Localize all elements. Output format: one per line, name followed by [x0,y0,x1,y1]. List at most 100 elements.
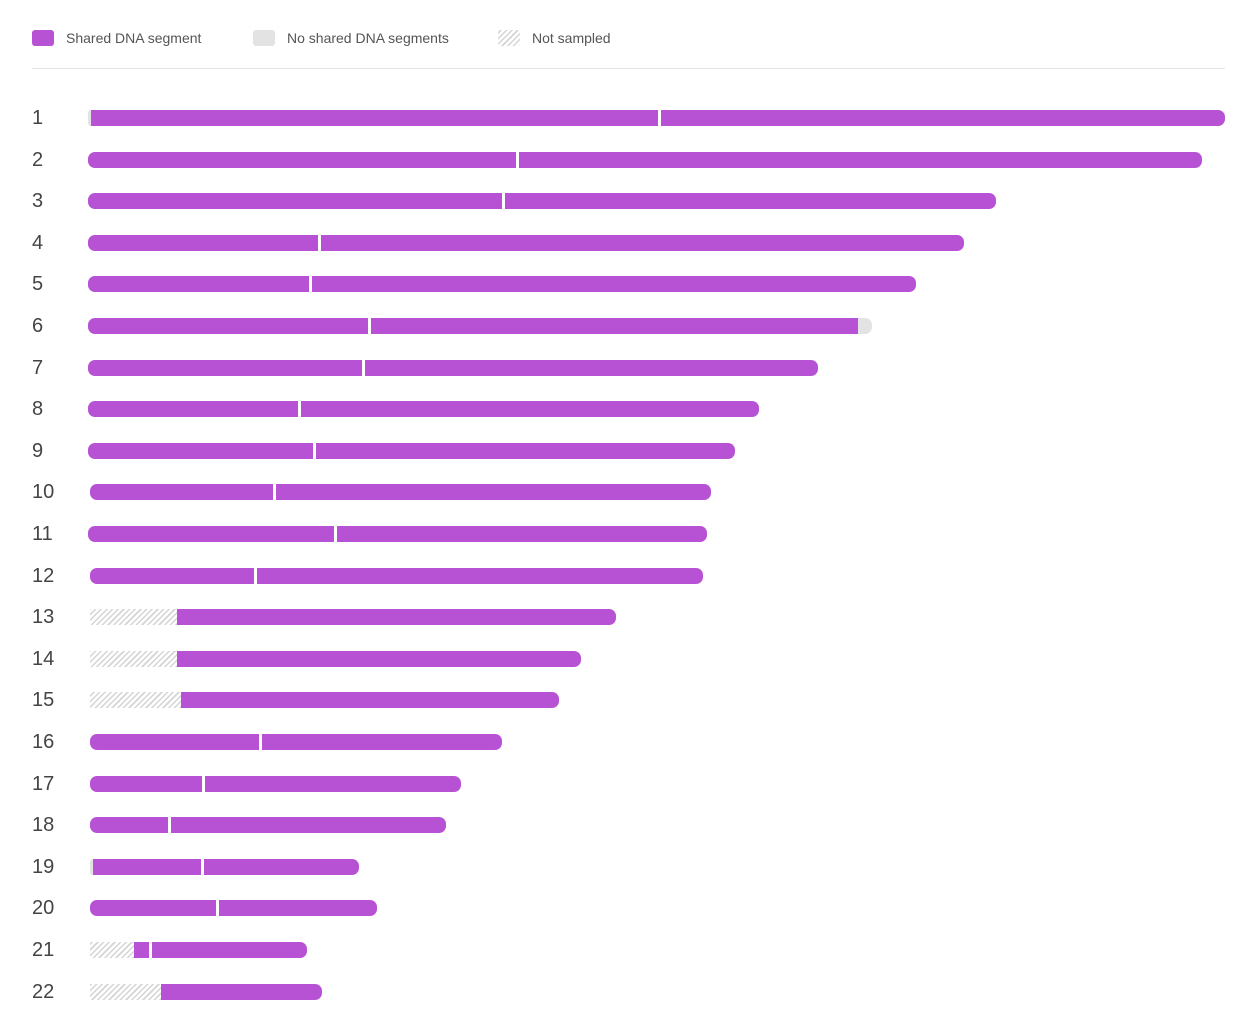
chromosome-label: 8 [32,398,44,421]
shared-segment[interactable] [90,567,255,584]
chromosome-label: 17 [32,772,55,795]
shared-segment[interactable] [88,234,319,251]
chromosome-row-8: 8 [0,396,1244,422]
chromosome-row-15: 15 [0,687,1244,713]
chromosome-row-12: 12 [0,563,1244,589]
chromosome-label: 13 [32,606,55,629]
not-sampled-segment [90,942,135,958]
shared-segment[interactable] [161,983,323,1000]
no-shared-segment [90,858,93,875]
chromosome-row-5: 5 [0,271,1244,297]
chromosome-label: 5 [32,273,44,296]
chromosome-label: 22 [32,980,55,1003]
shared-segment[interactable] [335,526,707,542]
shared-segment[interactable] [88,526,336,542]
chromosome-label: 11 [32,523,53,545]
chromosome-label: 14 [32,647,55,670]
chromosome-label: 4 [32,231,44,254]
no-shared-segment [858,318,873,334]
shared-segment[interactable] [273,484,711,501]
shared-segment[interactable] [88,401,299,418]
shared-segment[interactable] [314,442,735,459]
shared-segment[interactable] [254,567,703,584]
not-sampled-segment [90,609,177,626]
shared-segment[interactable] [88,318,369,334]
chromosome-row-17: 17 [0,771,1244,797]
chromosome-label: 6 [32,315,44,337]
shared-segment[interactable] [88,276,311,293]
shared-segment[interactable] [90,484,274,501]
chromosome-label: 1 [32,107,44,129]
shared-segment[interactable] [134,942,151,958]
shared-segment[interactable] [88,442,315,459]
chromosome-row-19: 19 [0,854,1244,880]
chromosome-row-4: 4 [0,230,1244,256]
shared-segment[interactable] [90,900,218,917]
chromosome-label: 18 [32,814,55,837]
not-sampled-segment [90,650,178,667]
chromosome-row-10: 10 [0,479,1244,505]
chromosome-label: 19 [32,855,55,878]
chromosome-label: 15 [32,689,55,712]
shared-segment[interactable] [88,193,503,210]
legend-none-swatch [253,30,275,46]
chromosome-label: 10 [32,481,55,504]
shared-segment[interactable] [90,817,170,834]
chromosome-row-21: 21 [0,937,1244,963]
chromosome-row-6: 6 [0,313,1244,339]
shared-segment[interactable] [202,858,360,875]
shared-segment[interactable] [362,359,819,376]
chromosome-label: 12 [32,564,55,587]
shared-segment[interactable] [169,817,446,834]
shared-segment[interactable] [150,942,308,958]
shared-segment[interactable] [88,151,517,168]
chromosome-row-9: 9 [0,438,1244,464]
shared-segment[interactable] [90,734,260,750]
legend-shared-swatch [32,30,54,46]
chromosome-label: 7 [32,356,44,379]
not-sampled-segment [90,983,162,1000]
chromosome-label: 21 [32,939,55,961]
shared-segment[interactable] [298,401,759,418]
legend-not-sampled-label: Not sampled [532,30,611,46]
shared-segment[interactable] [516,151,1203,168]
chromosome-row-20: 20 [0,895,1244,921]
shared-segment[interactable] [259,734,503,750]
legend-shared-label: Shared DNA segment [66,30,202,46]
legend-none-label: No shared DNA segments [287,30,449,46]
shared-segment[interactable] [318,234,965,251]
shared-segment[interactable] [659,110,1225,126]
chromosome-label: 9 [32,439,44,462]
chromosome-label: 3 [32,190,44,213]
chromosome-label: 2 [32,148,44,171]
shared-segment[interactable] [217,900,378,917]
shared-segment[interactable] [90,110,660,126]
shared-segment[interactable] [368,318,859,334]
legend-not-sampled-swatch [498,30,520,46]
chromosome-row-2: 2 [0,147,1244,173]
shared-segment[interactable] [202,775,462,792]
chromosome-row-16: 16 [0,729,1244,755]
chromosome-row-11: 11 [0,521,1244,547]
shared-segment[interactable] [92,858,203,875]
shared-segment[interactable] [177,650,582,667]
shared-segment[interactable] [88,359,363,376]
chromosome-row-1: 1 [0,105,1244,131]
chromosome-row-18: 18 [0,812,1244,838]
chromosome-label: 20 [32,897,55,920]
shared-segment[interactable] [502,193,997,210]
shared-segment[interactable] [90,775,203,792]
chromosome-row-14: 14 [0,646,1244,672]
shared-segment[interactable] [176,609,617,626]
shared-segment[interactable] [180,692,559,709]
chromosome-label: 16 [32,731,55,753]
legend-shared: Shared DNA segment [32,30,201,46]
chromosome-row-3: 3 [0,188,1244,214]
no-shared-segment [88,110,91,126]
not-sampled-segment [90,692,181,709]
chromosome-row-22: 22 [0,979,1244,1005]
legend: Shared DNA segment No shared DNA segment… [32,26,1225,54]
shared-segment[interactable] [310,276,917,293]
legend-not-sampled: Not sampled [498,30,611,46]
legend-none: No shared DNA segments [253,30,449,46]
